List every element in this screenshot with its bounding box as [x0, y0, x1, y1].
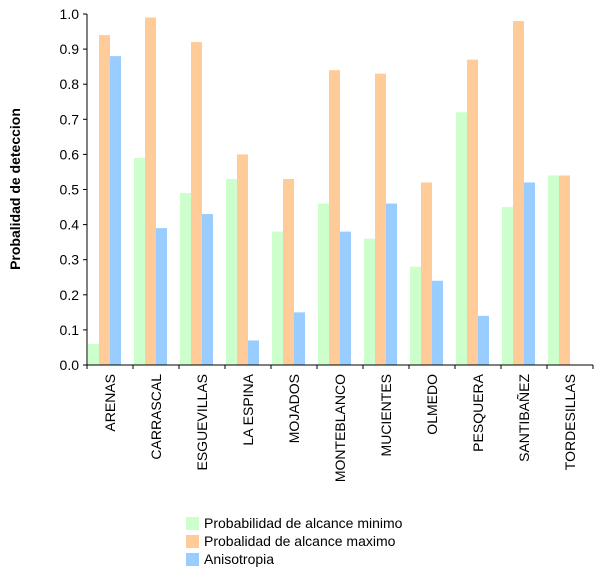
- x-tick-label: ESGUEVILLAS: [194, 374, 210, 471]
- y-tick-label: 0.1: [60, 322, 80, 338]
- bar: [110, 56, 121, 366]
- x-tick-label: TORDESILLAS: [562, 374, 578, 470]
- x-axis-tick-labels: ARENAS CARRASCAL ESGUEVILLAS LA ESPINA MOJAD…: [86, 365, 594, 482]
- bar: [272, 231, 283, 365]
- bar: [318, 203, 329, 365]
- bars-group: [88, 17, 570, 366]
- bar: [421, 182, 432, 365]
- bar: [513, 21, 524, 366]
- y-tick-label: 0.2: [60, 287, 80, 303]
- bar: [340, 231, 351, 365]
- bar: [237, 154, 248, 365]
- x-tick-label: PESQUERA: [470, 373, 486, 451]
- y-tick-label: 0.3: [60, 252, 80, 268]
- y-tick-label: 0.6: [60, 146, 80, 162]
- bar: [502, 207, 513, 365]
- x-tick-label: OLMEDO: [424, 374, 440, 435]
- legend-item-max: Probalidad de alcance maximo: [186, 532, 402, 550]
- bar: [386, 203, 397, 365]
- bar: [283, 178, 294, 365]
- x-tick-label: MOJADOS: [286, 374, 302, 443]
- bar: [559, 175, 570, 365]
- legend-swatch-anisotropia: [186, 552, 199, 566]
- legend: Probabilidad de alcance minimo Probalida…: [186, 514, 402, 568]
- bar: [99, 35, 110, 366]
- y-tick-label: 0.0: [60, 357, 80, 373]
- bar: [294, 312, 305, 365]
- bar: [467, 59, 478, 365]
- bar: [456, 112, 467, 365]
- bar: [329, 70, 340, 365]
- y-tick-label: 0.5: [60, 182, 80, 198]
- bar: [156, 228, 167, 365]
- bar: [248, 340, 259, 365]
- legend-label-anisotropia: Anisotropia: [204, 551, 275, 567]
- x-tick-label: MUCIENTES: [378, 374, 394, 456]
- bar: [524, 182, 535, 365]
- legend-label-min: Probabilidad de alcance minimo: [204, 515, 403, 531]
- legend-swatch-min: [186, 516, 199, 530]
- x-tick-label: SANTIBAÑEZ: [516, 374, 532, 462]
- x-tick-label: CARRASCAL: [148, 374, 164, 460]
- x-tick-label: LA ESPINA: [240, 373, 256, 445]
- legend-item-min: Probabilidad de alcance minimo: [186, 514, 402, 532]
- legend-label-max: Probalidad de alcance maximo: [204, 533, 396, 549]
- x-tick-label: MONTEBLANCO: [332, 374, 348, 482]
- y-axis-ticks: 0.0 0.1 0.2 0.3 0.4 0.5 0.6 0.7 0.8 0.9 1.0: [60, 6, 87, 373]
- bar: [226, 178, 237, 365]
- legend-swatch-max: [186, 534, 199, 548]
- bar: [145, 17, 156, 365]
- bar: [364, 238, 375, 365]
- y-tick-label: 0.7: [60, 111, 80, 127]
- bar: [134, 157, 145, 365]
- y-tick-label: 1.0: [60, 6, 80, 22]
- bar: [202, 214, 213, 365]
- bar: [548, 175, 559, 365]
- y-axis-label: Probalidad de deteccion: [7, 108, 23, 270]
- bar: [432, 280, 443, 365]
- x-tick-label: ARENAS: [102, 374, 118, 432]
- bar: [375, 73, 386, 366]
- bar: [191, 42, 202, 366]
- y-tick-label: 0.8: [60, 76, 80, 92]
- bar: [88, 343, 99, 365]
- legend-item-anisotropia: Anisotropia: [186, 550, 402, 568]
- bar: [410, 266, 421, 365]
- bar: [478, 315, 489, 365]
- bar: [180, 193, 191, 365]
- y-tick-label: 0.9: [60, 41, 80, 57]
- y-tick-label: 0.4: [60, 217, 80, 233]
